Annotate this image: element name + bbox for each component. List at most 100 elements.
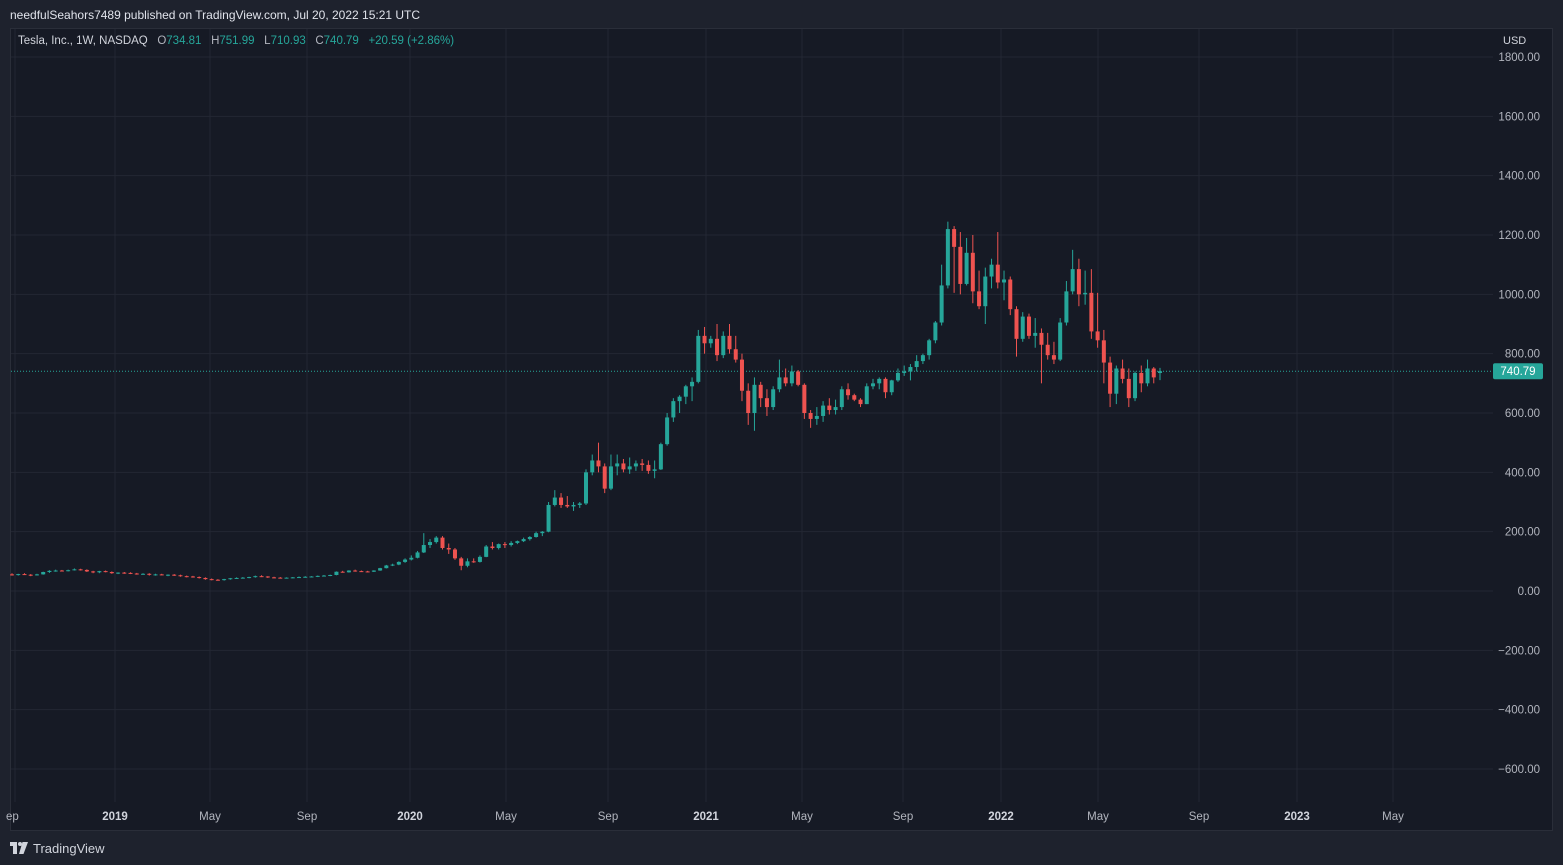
candle: [559, 493, 564, 508]
time-axis[interactable]: ep 2019 May Sep 2020 May Sep 2021 May Sep 2022 May S…: [6, 811, 1404, 823]
candle: [34, 573, 39, 576]
chart-panel[interactable]: [10, 28, 1553, 831]
candle-body: [1126, 378, 1131, 399]
candle-body: [91, 571, 96, 573]
candle: [989, 258, 994, 289]
candle: [340, 570, 345, 573]
candle: [403, 558, 408, 563]
candle-body: [721, 335, 726, 356]
candle: [677, 395, 682, 413]
candle: [883, 377, 888, 399]
candle-body: [777, 377, 782, 390]
candle: [577, 502, 582, 508]
candle: [1039, 328, 1044, 384]
candle: [552, 490, 557, 507]
candle: [633, 460, 638, 471]
candle-body: [1133, 372, 1138, 399]
candle-body: [995, 264, 1000, 283]
candle-body: [646, 464, 651, 471]
candle: [1045, 332, 1050, 360]
candle: [1083, 270, 1088, 305]
candle: [958, 232, 963, 295]
candle-body: [203, 577, 208, 580]
candle: [78, 568, 83, 571]
candle: [240, 577, 245, 579]
legend-high-value: 751.99: [219, 35, 255, 47]
candle: [708, 335, 713, 348]
candle-body: [265, 576, 270, 578]
candle: [359, 570, 364, 573]
candle: [590, 454, 595, 476]
candle-body: [977, 291, 982, 307]
candle: [665, 413, 670, 446]
candle: [764, 389, 769, 416]
candle: [814, 407, 819, 425]
candle: [334, 571, 339, 576]
time-tick-label: May: [1382, 811, 1404, 823]
candle: [952, 226, 957, 293]
candle-body: [53, 570, 58, 572]
candle-body: [384, 565, 389, 569]
candle-body: [41, 572, 46, 575]
candle-body: [665, 417, 670, 445]
candle: [846, 383, 851, 400]
candle: [696, 329, 701, 384]
candle: [209, 578, 214, 581]
candle-body: [933, 322, 938, 341]
candle-body: [165, 574, 170, 576]
candle-body: [1114, 368, 1119, 394]
candle-body: [814, 415, 819, 419]
candle: [515, 540, 520, 545]
chart-legend[interactable]: Tesla, Inc., 1W, NASDAQ O734.81 H751.99 …: [18, 35, 454, 47]
candle-body: [328, 574, 333, 576]
candle-body: [153, 574, 158, 576]
candle-body: [78, 569, 83, 571]
tradingview-logo-icon: [10, 842, 28, 854]
candle: [827, 398, 832, 415]
time-tick-label: Sep: [598, 811, 618, 823]
price-axis[interactable]: 1800.00 1600.00 1400.00 1200.00 1000.00 800.0…: [1498, 52, 1540, 776]
candle-body: [1145, 368, 1150, 384]
candle: [228, 577, 233, 580]
candle-body: [852, 395, 857, 400]
candle: [789, 365, 794, 387]
candle: [852, 393, 857, 402]
candle-body: [908, 367, 913, 372]
candle-body: [103, 571, 108, 573]
candle-body: [190, 576, 195, 578]
legend-open-value: 734.81: [166, 35, 202, 47]
tradingview-logo[interactable]: TradingView: [10, 840, 105, 856]
currency-label[interactable]: USD: [1503, 35, 1527, 47]
price-tick-label: 600.00: [1505, 408, 1540, 420]
candle-body: [509, 542, 514, 546]
candle: [28, 574, 33, 577]
candle: [440, 536, 445, 550]
candle: [640, 458, 645, 471]
time-tick-label: May: [495, 811, 517, 823]
time-tick-label: May: [1087, 811, 1109, 823]
candle-body: [945, 229, 950, 286]
candle-body: [696, 335, 701, 382]
candle: [1158, 367, 1162, 381]
candle-body: [821, 405, 826, 416]
candle: [521, 537, 526, 543]
candle: [1095, 292, 1100, 348]
candle-body: [428, 542, 433, 546]
candle: [1026, 313, 1031, 339]
candle: [265, 576, 270, 578]
last-price-badge-bg: [1493, 363, 1543, 380]
candle-body: [116, 572, 121, 574]
candle: [1051, 341, 1056, 365]
candle: [858, 398, 863, 408]
candle: [970, 235, 975, 304]
candle-body: [253, 576, 258, 578]
candle: [509, 541, 514, 547]
time-tick-label: May: [791, 811, 813, 823]
candle-body: [1070, 269, 1075, 292]
last-price-badge: 740.79: [1493, 363, 1543, 380]
candle-body: [746, 390, 751, 413]
candle-body: [1045, 344, 1050, 356]
candle-body: [671, 401, 676, 418]
candle-body: [827, 405, 832, 411]
